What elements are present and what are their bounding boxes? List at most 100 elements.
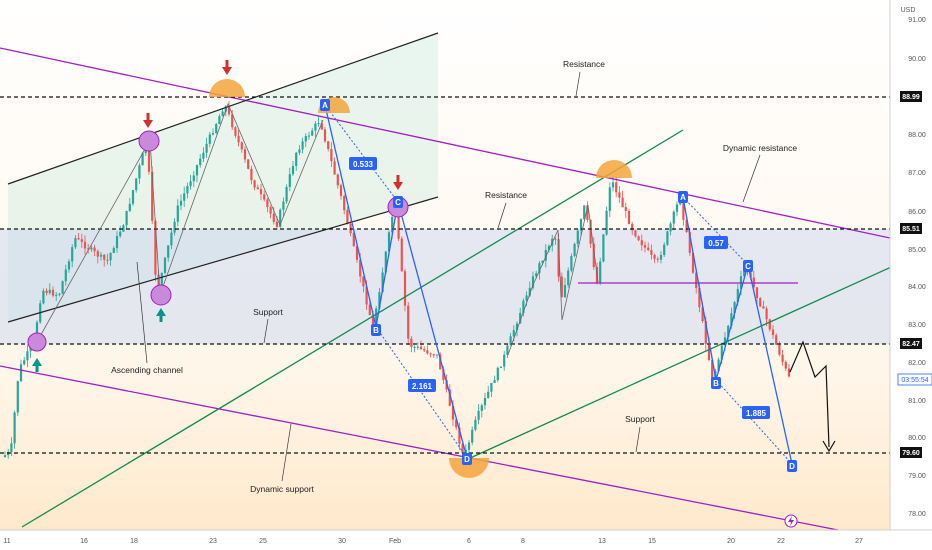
candle-body: [720, 345, 723, 360]
candle-body: [195, 165, 199, 176]
candle-body: [151, 171, 154, 221]
ratio-badge-2: 2.161: [408, 379, 436, 392]
svg-text:B: B: [713, 379, 719, 388]
svg-text:79.60: 79.60: [902, 450, 920, 457]
candle-body: [234, 127, 237, 136]
candle-body: [381, 272, 384, 293]
candle-body: [439, 354, 442, 370]
touch-circle-3: [150, 284, 172, 306]
candle-body: [330, 149, 333, 162]
candle-body: [583, 205, 586, 220]
candle-body: [291, 165, 295, 175]
y-tick-label: 90.00: [908, 56, 926, 63]
arrow-down-icon-2: [143, 113, 153, 128]
candle-body: [483, 397, 487, 406]
candle-body: [656, 258, 659, 260]
candle-body: [272, 213, 275, 222]
x-tick-label: 13: [598, 538, 606, 545]
candle-body: [263, 194, 266, 200]
time-axis[interactable]: [0, 530, 890, 550]
candle-body: [253, 180, 256, 188]
x-tick-label: 27: [855, 538, 863, 545]
candle-body: [755, 287, 759, 299]
x-tick-label: 8: [521, 538, 525, 545]
pointer-dynamic-support: [281, 423, 292, 482]
harmonic-pattern-2: [682, 196, 793, 465]
candle-body: [205, 143, 208, 153]
candle-body: [579, 219, 583, 231]
candle-body: [103, 254, 106, 260]
events-icon[interactable]: [784, 514, 798, 528]
candle-body: [506, 345, 509, 355]
candle-body: [538, 263, 541, 274]
candle-body: [682, 201, 685, 220]
price-axis[interactable]: [890, 0, 932, 550]
candle-body: [698, 288, 701, 308]
candle-body: [410, 338, 413, 347]
highlight-top-1: [209, 79, 245, 97]
point-b-1: B: [371, 324, 381, 336]
candle-body: [67, 261, 71, 270]
candle-body: [499, 366, 503, 368]
candle-body: [525, 295, 528, 301]
svg-text:B: B: [373, 326, 379, 335]
arrow-down-icon-1: [222, 60, 232, 75]
candle-body: [423, 349, 426, 351]
candle-body: [247, 159, 250, 169]
candle-body: [768, 319, 771, 330]
candle-body: [522, 300, 525, 313]
candle-body: [643, 245, 647, 248]
svg-text:03:55:54: 03:55:54: [901, 377, 928, 384]
harmonic-1-bd-dotted: [375, 326, 468, 459]
candle-body: [269, 207, 272, 214]
candle-body: [199, 158, 202, 166]
candle-body: [432, 354, 435, 356]
highlight-bottom: [449, 458, 489, 478]
green-trend-line-2: [467, 262, 901, 460]
pointer-ascending-channel: [136, 261, 148, 364]
y-tick-label: 91.00: [908, 17, 926, 24]
candle-body: [125, 210, 128, 226]
candle-body: [170, 232, 173, 246]
candle-body: [122, 225, 125, 232]
candle-body: [762, 306, 765, 309]
projection-arrowhead: [822, 440, 836, 453]
candle-body: [621, 197, 624, 208]
candle-body: [426, 350, 429, 354]
candle-body: [154, 220, 157, 275]
candle-body: [608, 187, 611, 211]
candle-body: [416, 346, 419, 348]
structure-path: [37, 102, 324, 341]
candle-body: [288, 174, 291, 187]
y-tick-label: 81.00: [908, 398, 926, 405]
y-tick-label: 82.00: [908, 360, 926, 367]
arrow-up-icon-1: [32, 358, 42, 372]
candle-body: [183, 193, 186, 201]
candle-body: [176, 205, 179, 222]
level-badge-1: 88.99: [900, 91, 922, 102]
candle-body: [391, 216, 394, 233]
candle-body: [650, 250, 653, 255]
x-tick-label: Feb: [389, 538, 401, 545]
svg-text:0.57: 0.57: [708, 239, 724, 248]
candle-body: [141, 153, 144, 166]
point-d-2: D: [787, 460, 797, 472]
candle-body: [215, 124, 218, 134]
svg-text:82.47: 82.47: [902, 341, 920, 348]
svg-text:1.885: 1.885: [746, 409, 767, 418]
candle-body: [775, 335, 778, 345]
candle-body: [237, 135, 240, 143]
svg-text:C: C: [745, 262, 751, 271]
label-support-right: Support: [625, 414, 655, 424]
candle-body: [231, 114, 234, 128]
candle-body: [362, 276, 365, 287]
label-support-left: Support: [253, 307, 283, 317]
candle-body: [64, 269, 67, 282]
candle-body: [106, 259, 109, 261]
candle-body: [519, 312, 522, 324]
svg-text:D: D: [464, 455, 470, 464]
candle-body: [784, 361, 787, 369]
candle-body: [202, 152, 205, 159]
y-tick-label: 84.00: [908, 284, 926, 291]
